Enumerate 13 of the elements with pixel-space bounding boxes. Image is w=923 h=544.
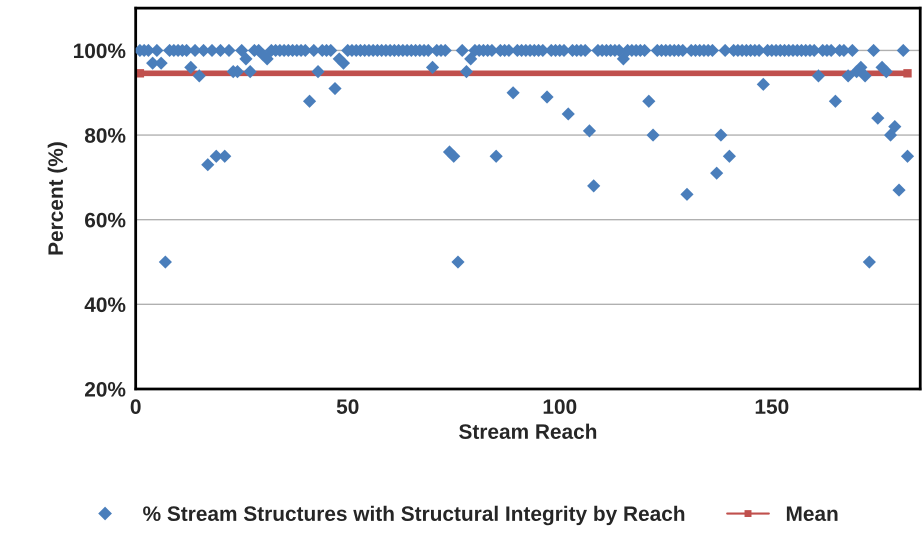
- y-tick-label: 80%: [84, 128, 126, 143]
- y-axis-title: Percent (%): [48, 142, 68, 254]
- y-tick-label: 20%: [84, 382, 126, 397]
- x-tick-label: 150: [756, 399, 788, 414]
- x-tick-label: 0: [130, 399, 141, 414]
- legend-label: % Stream Structures with Structural Integrity by Reach: [143, 506, 684, 526]
- x-tick-label: 50: [336, 399, 358, 414]
- x-axis-title: Stream Reach: [459, 424, 596, 439]
- y-tick-label: 60%: [85, 212, 126, 228]
- x-tick-label: 100: [544, 399, 576, 414]
- y-tick-label: 40%: [84, 297, 126, 312]
- y-tick-label: 100%: [74, 43, 126, 58]
- legend-label: Mean: [786, 506, 838, 522]
